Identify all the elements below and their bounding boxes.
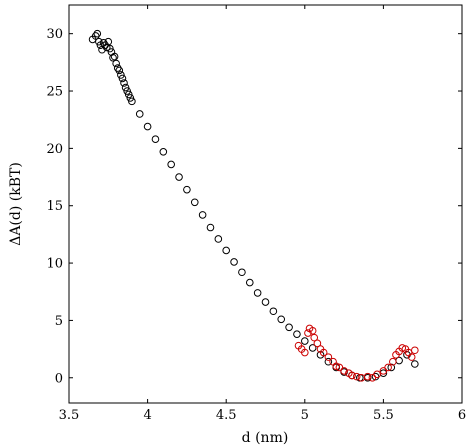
data-point-1-27 [398,344,407,352]
x-tick-label-3: 5 [301,408,309,423]
data-point-1-10 [324,353,333,361]
data-point-1-19 [363,372,372,381]
data-point-0-41 [261,298,270,306]
x-tick-label-5: 6 [458,408,466,423]
data-point-1-14 [340,367,348,375]
data-point-0-19 [120,79,128,87]
data-point-0-16 [115,66,124,75]
x-tick-label-4: 5.5 [373,408,394,423]
data-point-0-8 [102,43,111,52]
x-axis-label: d (nm) [242,430,289,446]
y-tick-label-6: 30 [46,27,63,42]
data-point-0-34 [206,223,215,232]
data-point-1-18 [357,373,366,382]
data-point-0-17 [117,71,125,79]
data-point-0-23 [126,94,135,102]
data-point-0-60 [411,360,419,368]
data-point-1-30 [407,353,416,361]
data-point-1-6 [310,333,319,342]
data-point-0-29 [167,160,175,169]
data-point-1-12 [332,362,341,371]
ticks: 3.5 4 4.5 5 5.5 6 0 5 10 15 20 25 30 [46,5,466,423]
data-point-0-45 [293,330,301,338]
data-point-0-28 [159,148,168,156]
data-point-1-17 [352,372,361,381]
data-point-1-23 [384,363,392,372]
x-tick-label-0: 3.5 [59,408,80,423]
data-point-0-33 [198,211,207,219]
data-point-0-25 [135,110,144,118]
data-point-0-14 [112,59,120,68]
data-point-0-39 [245,278,254,287]
y-tick-label-3: 15 [46,199,63,214]
data-point-0-47 [308,344,317,352]
data-point-0-43 [277,315,286,324]
data-point-1-31 [411,346,419,355]
data-point-0-35 [214,235,223,243]
data-point-1-5 [308,326,317,335]
data-point-0-18 [118,74,127,83]
x-tick-label-2: 4.5 [216,408,237,423]
data-point-0-20 [121,83,130,92]
data-point-0-57 [387,363,396,372]
y-tick-label-1: 5 [55,314,63,329]
data-point-1-2 [301,348,309,357]
data-point-0-37 [230,258,238,266]
data-point-0-40 [253,289,262,297]
data-point-0-30 [175,173,183,181]
data-point-1-9 [319,348,328,357]
data-point-1-21 [373,370,381,379]
data-point-0-46 [301,337,309,345]
plot-frame [68,4,463,404]
data-point-0-22 [124,90,133,99]
data-point-0-21 [123,87,131,95]
data-point-1-24 [389,357,397,366]
data-point-0-24 [128,97,136,106]
data-point-0-27 [151,135,160,143]
y-tick-label-5: 25 [46,85,63,100]
data-points [88,29,419,382]
data-point-0-55 [371,372,380,381]
data-point-0-15 [113,64,122,72]
data-point-0-38 [238,268,246,277]
data-point-0-2 [93,29,102,38]
data-point-0-26 [143,122,152,131]
data-point-0-59 [403,351,411,359]
data-point-0-10 [106,44,114,53]
data-point-0-3 [95,37,103,46]
data-point-0-49 [324,357,333,366]
data-point-0-13 [110,52,119,61]
x-tick-label-1: 4 [143,408,151,423]
y-tick-label-4: 20 [46,142,63,157]
data-point-0-32 [190,198,199,207]
data-point-0-31 [183,185,191,194]
y-axis-label: ΔA(d) (kBT) [8,162,24,246]
data-point-1-3 [304,329,312,337]
y-tick-label-2: 10 [46,257,63,272]
data-point-1-11 [329,357,337,366]
y-tick-label-0: 0 [55,371,63,386]
data-point-1-16 [348,371,356,380]
data-point-0-12 [109,53,117,62]
data-point-0-1 [91,32,100,40]
data-point-0-44 [285,323,293,332]
data-point-1-7 [313,339,322,348]
data-point-0-9 [104,37,113,46]
data-point-0-42 [269,307,278,316]
data-point-0-36 [222,246,230,255]
